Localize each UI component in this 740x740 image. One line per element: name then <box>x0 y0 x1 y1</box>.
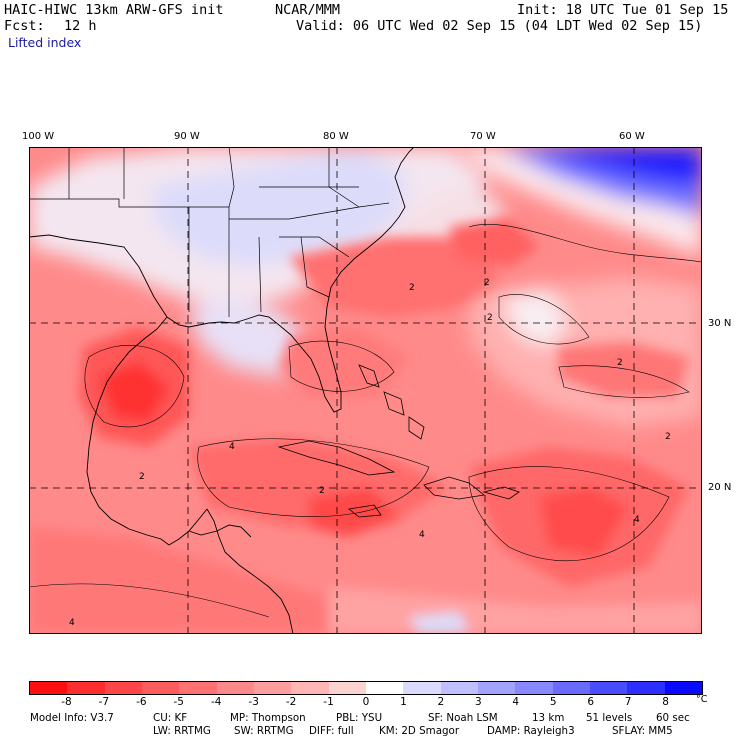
latlon-grid <box>29 147 702 634</box>
contour-label: 2 <box>139 472 145 482</box>
colorbar-swatch <box>552 682 590 694</box>
model-info-pbl: PBL: YSU <box>336 712 383 724</box>
colorbar-tick-label: 8 <box>662 696 669 708</box>
colorbar-swatch <box>664 682 702 694</box>
colorbar-tick-label: -4 <box>210 696 222 708</box>
contour-label: 2 <box>617 358 623 368</box>
valid-time: Valid: 06 UTC Wed 02 Sep 15 (04 LDT Wed … <box>296 18 703 34</box>
contour-label: 2 <box>409 283 415 293</box>
colorbar-tick-label: 5 <box>549 696 557 708</box>
field-name: Lifted index <box>8 35 82 50</box>
field-shading <box>29 147 702 634</box>
lon-label-60w: 60 W <box>619 131 645 142</box>
contour-label: 4 <box>69 618 75 628</box>
colorbar-swatch <box>627 682 665 694</box>
lat-label-30n: 30 N <box>708 318 732 329</box>
contour-label: 4 <box>419 530 425 540</box>
forecast-hour: 12 h <box>64 18 97 34</box>
colorbar-tick-label: -3 <box>248 696 259 708</box>
lon-label-80w: 80 W <box>323 131 349 142</box>
colorbar-tick-label: -1 <box>323 696 334 708</box>
colorbar-swatch <box>328 682 366 694</box>
contour-label: 4 <box>229 442 235 452</box>
colorbar-swatch <box>179 682 217 694</box>
lon-label-90w: 90 W <box>174 131 200 142</box>
model-info-resolution: 13 km <box>532 712 565 724</box>
model-info-km: KM: 2D Smagor <box>379 725 460 737</box>
lat-label-20n: 20 N <box>708 482 732 493</box>
colorbar-swatch <box>67 682 105 694</box>
colorbar-tick-label: -2 <box>285 696 297 708</box>
islands <box>277 364 520 518</box>
contour-label: 2 <box>665 432 671 442</box>
colorbar-tick-label: -5 <box>173 696 185 708</box>
model-info-cu: CU: KF <box>153 712 188 724</box>
colorbar-swatch <box>104 682 142 694</box>
colorbar-swatch <box>291 682 329 694</box>
colorbar-tick-label: -8 <box>61 696 72 708</box>
model-title: HAIC-HIWC 13km ARW-GFS init <box>4 2 224 18</box>
model-info-diff: DIFF: full <box>309 725 354 737</box>
colorbar-swatch <box>30 682 68 694</box>
colorbar-swatch <box>477 682 516 694</box>
colorbar-swatch <box>216 682 254 694</box>
colorbar-unit: °C <box>696 694 708 705</box>
model-info-sflay: SFLAY: MM5 <box>612 725 673 737</box>
colorbar-tick-label: 3 <box>474 696 482 708</box>
contour-label: 2 <box>487 313 493 323</box>
colorbar-tick-label: 6 <box>587 696 594 708</box>
colorbar-swatch <box>589 682 628 694</box>
lon-label-70w: 70 W <box>470 131 496 142</box>
organization-label: NCAR/MMM <box>275 2 341 18</box>
colorbar-tick-label: 4 <box>512 696 520 708</box>
lifted-index-map: 2 2 2 2 2 2 2 4 4 4 4 <box>29 147 702 634</box>
colorbar-swatch <box>515 682 553 694</box>
contour-label: 4 <box>634 515 640 525</box>
model-info-timestep: 60 sec <box>656 712 690 724</box>
colorbar-tick-label: 7 <box>624 696 632 708</box>
colorbar-swatch <box>403 682 441 694</box>
model-info-version: Model Info: V3.7 <box>30 712 114 724</box>
coastlines <box>29 147 415 634</box>
colorbar-tick-label: -7 <box>98 696 110 708</box>
forecast-label: Fcst: <box>4 18 45 34</box>
model-info-damp: DAMP: Rayleigh3 <box>487 725 575 737</box>
colorbar-tick-label: 1 <box>400 696 407 708</box>
model-info-levels: 51 levels <box>586 712 633 724</box>
colorbar-swatch <box>440 682 478 694</box>
state-borders <box>29 147 390 317</box>
colorbar-tick-label: -6 <box>136 696 147 708</box>
lon-label-100w: 100 W <box>22 131 55 142</box>
colorbar-swatch <box>253 682 292 694</box>
colorbar-swatch <box>365 682 404 694</box>
colorbar <box>29 681 703 695</box>
init-time: Init: 18 UTC Tue 01 Sep 15 <box>517 2 729 18</box>
model-info-mp: MP: Thompson <box>230 712 306 724</box>
colorbar-tick-label: 0 <box>362 696 370 708</box>
model-info-lw: LW: RRTMG <box>153 725 211 737</box>
contour-label-group: 2 2 2 2 2 2 2 4 4 4 4 <box>69 278 671 628</box>
colorbar-tick-label: 2 <box>437 696 445 708</box>
model-info-sf: SF: Noah LSM <box>428 712 498 724</box>
map-frame <box>29 147 702 634</box>
colorbar-swatch <box>141 682 180 694</box>
contour-label: 2 <box>319 486 325 496</box>
model-info-sw: SW: RRTMG <box>234 725 294 737</box>
contour-label: 2 <box>484 278 490 288</box>
